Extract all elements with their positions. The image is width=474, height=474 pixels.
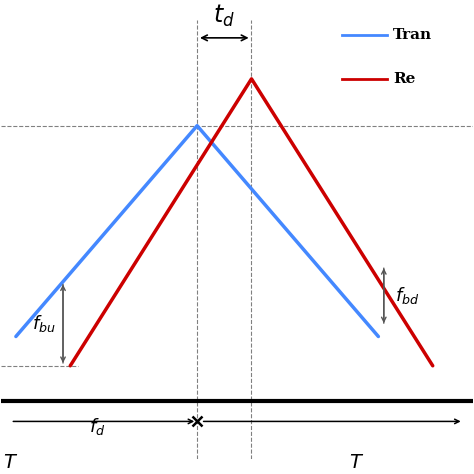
Text: Tran: Tran	[393, 28, 432, 42]
Text: Re: Re	[393, 72, 415, 86]
Text: $f_d$: $f_d$	[89, 416, 106, 437]
Text: $T$: $T$	[3, 454, 18, 472]
Text: $T$: $T$	[349, 454, 364, 472]
Text: $t_d$: $t_d$	[213, 3, 235, 29]
Text: $f_{bd}$: $f_{bd}$	[395, 285, 419, 306]
Text: $f_{bu}$: $f_{bu}$	[32, 313, 56, 334]
